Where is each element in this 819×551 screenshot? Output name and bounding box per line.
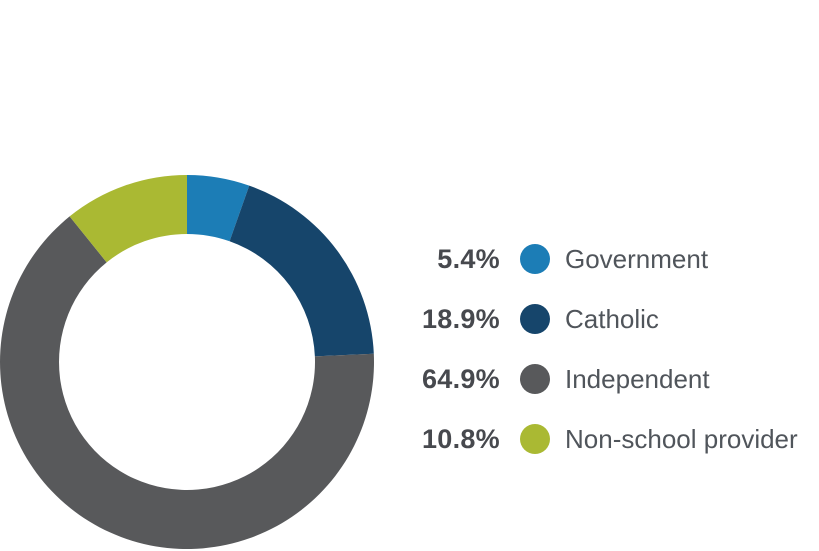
- legend-item-independent: 64.9% Independent: [410, 349, 798, 409]
- legend-marker-icon: [520, 364, 550, 394]
- legend-item-government: 5.4% Government: [410, 229, 798, 289]
- legend-marker-icon: [520, 304, 550, 334]
- legend-value: 10.8%: [421, 423, 500, 454]
- donut-segment-independent: [0, 216, 375, 550]
- legend-item-catholic: 18.9% Catholic: [410, 289, 798, 349]
- legend-value: 64.9%: [421, 363, 500, 394]
- donut-segment-government: [187, 175, 250, 242]
- legend-label: Non-school provider: [565, 423, 798, 454]
- legend-label: Independent: [565, 363, 710, 394]
- legend-label: Catholic: [565, 303, 659, 334]
- donut-segment-non-school-provider: [69, 175, 187, 263]
- legend-value: 5.4%: [437, 243, 500, 274]
- chart-legend: 5.4% Government 18.9% Catholic 64.9% Ind…: [410, 229, 798, 469]
- donut-segment-catholic: [229, 185, 374, 357]
- legend-label: Government: [565, 243, 709, 274]
- legend-item-non-school-provider: 10.8% Non-school provider: [410, 409, 798, 469]
- legend-marker-icon: [520, 244, 550, 274]
- legend-value: 18.9%: [421, 303, 500, 334]
- legend-marker-icon: [520, 424, 550, 454]
